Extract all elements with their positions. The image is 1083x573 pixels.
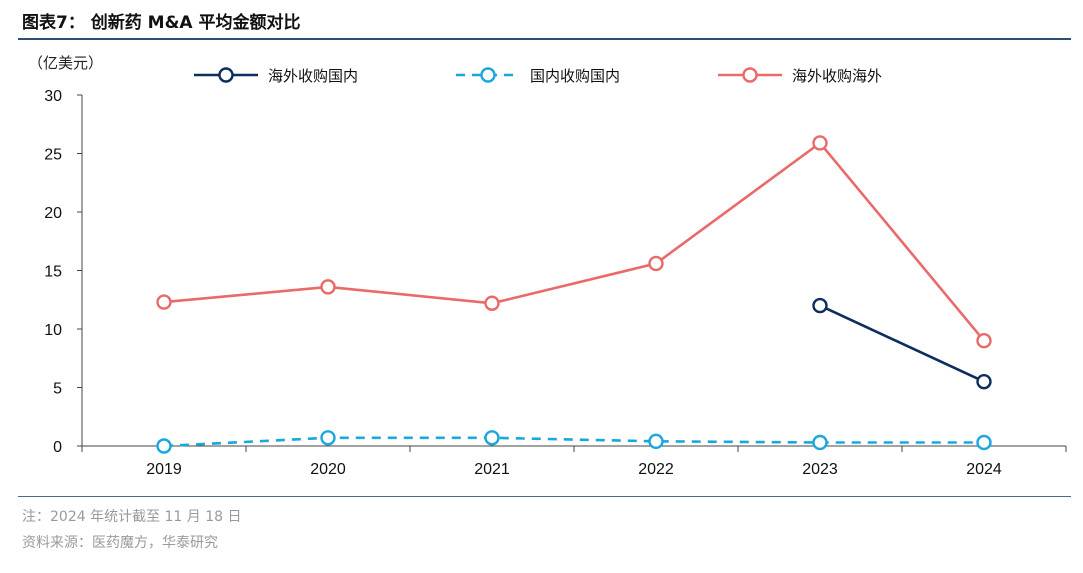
x-tick-label: 2024 <box>966 461 1002 478</box>
axes: 0 5 10 15 20 25 30 2019 2020 2021 2022 2023 2024 <box>44 88 1067 478</box>
data-point <box>484 430 500 446</box>
x-tick-label: 2023 <box>802 461 838 478</box>
data-point <box>648 255 664 272</box>
series-line <box>163 436 984 448</box>
y-tick-label: 20 <box>44 205 62 222</box>
y-tick-label: 5 <box>53 381 62 398</box>
x-tick-label: 2020 <box>310 461 346 478</box>
title-divider <box>18 38 1071 40</box>
y-tick-label: 10 <box>44 322 62 339</box>
legend: 海外收购国内 国内收购国内 海外收购海外 <box>194 67 882 85</box>
data-point <box>812 297 828 314</box>
y-axis-unit-label: （亿美元） <box>28 54 103 72</box>
data-point <box>648 433 664 450</box>
data-point <box>976 434 992 451</box>
series-2 <box>156 430 992 454</box>
x-tick-label: 2022 <box>638 461 674 478</box>
figure-title: 图表7： 创新药 M&A 平均金额对比 <box>22 13 301 33</box>
series-line <box>163 141 986 342</box>
legend-item-3: 海外收购海外 <box>718 67 882 85</box>
source-note: 资料来源：医药魔方，华泰研究 <box>22 535 218 551</box>
legend-label: 海外收购国内 <box>268 67 358 85</box>
data-point <box>976 373 992 390</box>
data-point <box>812 434 828 451</box>
legend-swatch-marker <box>742 67 758 83</box>
data-point <box>976 333 992 349</box>
legend-label: 海外收购海外 <box>792 67 882 85</box>
y-tick-label: 25 <box>44 147 62 164</box>
legend-swatch-marker <box>480 67 496 83</box>
series-layer <box>156 135 992 454</box>
data-point <box>156 438 172 454</box>
y-tick-label: 15 <box>44 264 62 281</box>
series-1 <box>812 297 992 390</box>
footnote: 注：2024 年统计截至 11 月 18 日 <box>22 509 242 525</box>
y-tick-label: 30 <box>44 88 62 105</box>
data-point <box>484 295 500 311</box>
x-tick-label: 2019 <box>146 461 182 478</box>
legend-swatch-marker <box>218 67 234 83</box>
series-3 <box>156 135 992 349</box>
data-point <box>320 430 336 446</box>
x-tick-label: 2021 <box>474 461 510 478</box>
footer-divider <box>18 496 1071 497</box>
data-point <box>156 294 172 310</box>
y-tick-label: 0 <box>53 439 62 456</box>
legend-label: 国内收购国内 <box>530 67 620 85</box>
legend-item-1: 海外收购国内 <box>194 67 358 85</box>
data-point <box>320 279 336 295</box>
legend-item-2: 国内收购国内 <box>456 67 620 85</box>
data-point <box>812 135 828 151</box>
series-line <box>819 304 985 383</box>
